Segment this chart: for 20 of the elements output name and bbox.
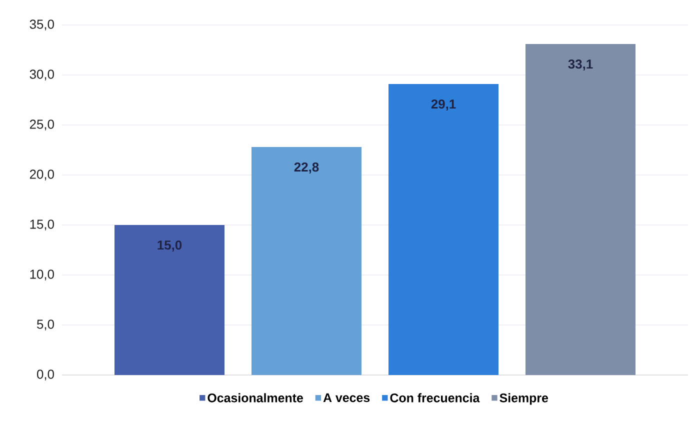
y-tick-label: 5,0 — [37, 320, 54, 330]
data-label: 22,8 — [294, 162, 319, 174]
data-label: 33,1 — [568, 59, 593, 71]
y-tick-label: 10,0 — [30, 270, 54, 280]
bar — [252, 147, 362, 375]
y-tick-label: 35,0 — [30, 20, 54, 30]
legend-label: Siempre — [500, 393, 548, 405]
y-tick-label: 0,0 — [36, 370, 54, 380]
y-tick-label: 15,0 — [30, 220, 54, 230]
bar — [114, 225, 224, 375]
data-label: 29,1 — [431, 99, 456, 111]
legend-label: A veces — [323, 393, 370, 402]
bar — [388, 84, 499, 375]
legend-label: Con frecuencia — [390, 393, 480, 402]
y-tick-label: 20,0 — [30, 170, 54, 180]
y-tick-label: 30,0 — [30, 70, 54, 80]
y-tick-label: 25,0 — [30, 120, 54, 130]
data-label: 15,0 — [158, 240, 182, 252]
bar — [526, 44, 636, 375]
legend-label: Ocasionalmente — [208, 393, 303, 402]
